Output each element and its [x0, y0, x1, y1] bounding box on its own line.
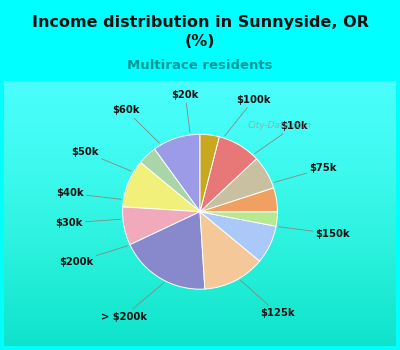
Wedge shape: [130, 212, 205, 289]
Wedge shape: [200, 137, 256, 212]
Wedge shape: [200, 159, 274, 212]
Wedge shape: [122, 207, 200, 245]
Text: $150k: $150k: [278, 227, 350, 239]
Wedge shape: [200, 212, 276, 261]
Text: > $200k: > $200k: [100, 283, 164, 322]
Text: $75k: $75k: [274, 163, 337, 182]
Wedge shape: [140, 149, 200, 212]
Wedge shape: [200, 212, 260, 289]
Wedge shape: [200, 188, 278, 212]
Text: City-Data.com: City-Data.com: [248, 120, 312, 130]
Text: Multirace residents: Multirace residents: [127, 59, 273, 72]
Text: $60k: $60k: [112, 105, 160, 143]
Text: $40k: $40k: [56, 188, 121, 199]
Text: Income distribution in Sunnyside, OR
(%): Income distribution in Sunnyside, OR (%): [32, 15, 368, 49]
Wedge shape: [200, 212, 278, 226]
Text: $20k: $20k: [172, 90, 199, 133]
Wedge shape: [123, 162, 200, 212]
Text: $30k: $30k: [56, 218, 121, 228]
Wedge shape: [154, 134, 200, 212]
Wedge shape: [200, 134, 219, 212]
Text: $10k: $10k: [254, 121, 308, 154]
Text: $200k: $200k: [59, 246, 128, 267]
Text: $50k: $50k: [71, 147, 131, 171]
Text: $100k: $100k: [225, 95, 271, 136]
Text: $125k: $125k: [240, 280, 294, 318]
